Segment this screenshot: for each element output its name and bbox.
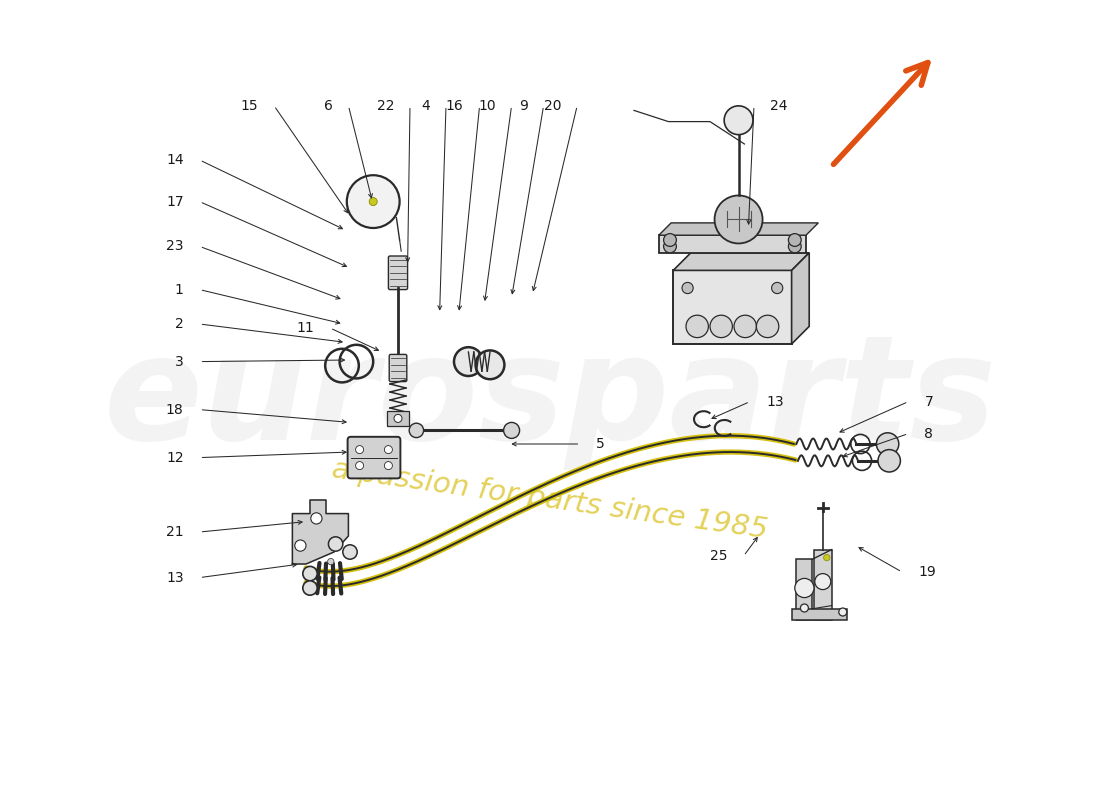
Text: 7: 7 bbox=[924, 394, 933, 409]
FancyBboxPatch shape bbox=[389, 354, 407, 382]
Circle shape bbox=[311, 513, 322, 524]
Circle shape bbox=[715, 195, 762, 243]
FancyBboxPatch shape bbox=[388, 256, 408, 290]
Text: 3: 3 bbox=[175, 354, 184, 369]
FancyBboxPatch shape bbox=[792, 609, 847, 620]
Circle shape bbox=[454, 347, 483, 376]
Polygon shape bbox=[293, 500, 349, 564]
Text: 5: 5 bbox=[596, 437, 605, 451]
FancyBboxPatch shape bbox=[814, 550, 832, 620]
Circle shape bbox=[394, 414, 402, 422]
Text: 17: 17 bbox=[166, 194, 184, 209]
Circle shape bbox=[384, 446, 393, 454]
Text: 25: 25 bbox=[711, 549, 727, 563]
FancyArrowPatch shape bbox=[834, 62, 928, 164]
Text: 24: 24 bbox=[770, 98, 788, 113]
Text: 4: 4 bbox=[421, 98, 430, 113]
Text: 22: 22 bbox=[376, 98, 394, 113]
Text: 21: 21 bbox=[166, 525, 184, 539]
Circle shape bbox=[710, 315, 733, 338]
Polygon shape bbox=[792, 253, 810, 344]
Circle shape bbox=[839, 608, 847, 616]
Circle shape bbox=[329, 537, 343, 551]
Circle shape bbox=[663, 234, 676, 246]
Text: 14: 14 bbox=[166, 153, 184, 167]
FancyBboxPatch shape bbox=[673, 270, 792, 344]
Circle shape bbox=[801, 604, 808, 612]
Circle shape bbox=[302, 566, 317, 581]
Circle shape bbox=[295, 540, 306, 551]
Circle shape bbox=[409, 423, 424, 438]
Circle shape bbox=[475, 350, 505, 379]
FancyBboxPatch shape bbox=[348, 437, 400, 478]
Text: a passion for parts since 1985: a passion for parts since 1985 bbox=[330, 455, 770, 545]
Circle shape bbox=[663, 240, 676, 253]
Text: 2: 2 bbox=[175, 317, 184, 331]
Text: 13: 13 bbox=[166, 570, 184, 585]
Circle shape bbox=[789, 240, 801, 253]
Text: 6: 6 bbox=[323, 98, 332, 113]
Text: 13: 13 bbox=[766, 394, 783, 409]
Circle shape bbox=[795, 578, 814, 598]
Text: 1: 1 bbox=[175, 282, 184, 297]
Circle shape bbox=[302, 581, 317, 595]
FancyBboxPatch shape bbox=[387, 411, 409, 426]
Text: 18: 18 bbox=[166, 402, 184, 417]
Text: 9: 9 bbox=[519, 98, 528, 113]
Circle shape bbox=[877, 433, 899, 455]
Circle shape bbox=[724, 106, 754, 134]
FancyBboxPatch shape bbox=[659, 235, 806, 253]
Circle shape bbox=[771, 282, 783, 294]
Circle shape bbox=[328, 558, 334, 565]
Circle shape bbox=[346, 175, 399, 228]
Text: 12: 12 bbox=[166, 450, 184, 465]
Polygon shape bbox=[659, 223, 818, 235]
Text: 8: 8 bbox=[924, 426, 933, 441]
Text: eurosparts: eurosparts bbox=[103, 330, 997, 470]
Circle shape bbox=[757, 315, 779, 338]
Circle shape bbox=[343, 545, 358, 559]
Text: 19: 19 bbox=[918, 565, 936, 579]
Polygon shape bbox=[673, 253, 810, 270]
Circle shape bbox=[370, 198, 377, 206]
Circle shape bbox=[824, 554, 830, 561]
Text: 10: 10 bbox=[478, 98, 496, 113]
Circle shape bbox=[682, 282, 693, 294]
Circle shape bbox=[355, 462, 364, 470]
Circle shape bbox=[355, 446, 364, 454]
Text: 16: 16 bbox=[446, 98, 463, 113]
Circle shape bbox=[878, 450, 901, 472]
Text: 23: 23 bbox=[166, 239, 184, 254]
Text: 15: 15 bbox=[241, 98, 258, 113]
Circle shape bbox=[686, 315, 708, 338]
Text: 11: 11 bbox=[296, 321, 314, 335]
Circle shape bbox=[504, 422, 519, 438]
FancyBboxPatch shape bbox=[796, 559, 813, 620]
Circle shape bbox=[734, 315, 757, 338]
Circle shape bbox=[384, 462, 393, 470]
Circle shape bbox=[789, 234, 801, 246]
Circle shape bbox=[815, 574, 830, 590]
Text: 20: 20 bbox=[543, 98, 561, 113]
